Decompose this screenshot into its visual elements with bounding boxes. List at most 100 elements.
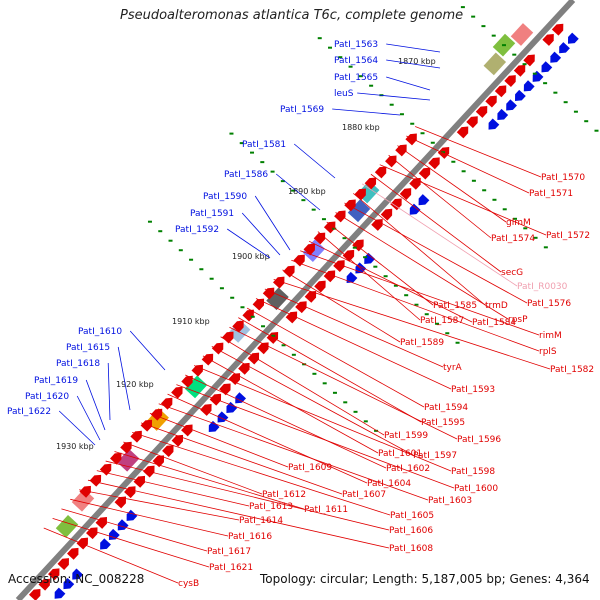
right-gene-label: PatI_1609 bbox=[288, 463, 332, 473]
right-leader-line bbox=[282, 269, 401, 343]
forward-gene-arrow bbox=[395, 144, 407, 157]
right-leader-line bbox=[415, 126, 542, 178]
forward-gene-arrow bbox=[390, 198, 402, 211]
genome-summary: Topology: circular; Length: 5,187,005 bp… bbox=[260, 572, 590, 586]
right-leader-line bbox=[123, 441, 263, 495]
reverse-gene-arrow bbox=[72, 568, 84, 580]
kbp-tick-dot bbox=[363, 420, 368, 423]
kbp-tick-dot bbox=[471, 179, 476, 182]
right-leader-line bbox=[87, 479, 390, 549]
right-gene-label: PatI_1599 bbox=[384, 431, 428, 441]
forward-gene-arrow-shape bbox=[390, 198, 402, 211]
forward-gene-arrow bbox=[67, 547, 79, 560]
right-gene-label: rimM bbox=[539, 331, 562, 341]
forward-gene-arrow-shape bbox=[342, 249, 355, 262]
kbp-tick-dot bbox=[404, 294, 409, 297]
reverse-gene-arrow bbox=[226, 401, 238, 413]
left-gene-label: PatI_1563 bbox=[334, 40, 378, 50]
kbp-tick-dot bbox=[502, 208, 507, 211]
forward-gene-arrow-shape bbox=[285, 311, 298, 324]
forward-gene-arrow-shape bbox=[228, 373, 241, 386]
right-leader-line bbox=[317, 231, 421, 321]
kbp-tick-dot bbox=[332, 391, 337, 394]
right-gene-label: cysB bbox=[178, 579, 199, 589]
forward-gene-arrow bbox=[150, 408, 163, 421]
forward-gene-arrow bbox=[219, 383, 231, 396]
reverse-gene-arrow bbox=[497, 108, 509, 121]
forward-gene-arrow-shape bbox=[79, 485, 91, 498]
kbp-tick-dot bbox=[471, 15, 476, 18]
kbp-tick-dot bbox=[321, 218, 326, 221]
reverse-gene-arrow bbox=[506, 99, 517, 111]
kbp-tick-dot bbox=[189, 258, 194, 261]
reverse-gene-arrow-shape bbox=[108, 528, 120, 540]
forward-gene-arrow bbox=[211, 342, 224, 355]
feature-box bbox=[184, 375, 208, 399]
kbp-tick-dot bbox=[383, 275, 388, 278]
right-gene-label: PatI_1602 bbox=[386, 464, 430, 474]
left-leader-line bbox=[293, 143, 336, 179]
reverse-gene-arrow-shape bbox=[515, 89, 526, 101]
forward-gene-arrow-shape bbox=[140, 419, 153, 432]
kbp-tick-dot bbox=[553, 91, 558, 94]
right-leader-line bbox=[79, 489, 240, 521]
right-gene-label: secG bbox=[501, 268, 523, 278]
forward-gene-arrow bbox=[428, 157, 440, 170]
forward-gene-arrow-shape bbox=[48, 568, 60, 581]
forward-gene-arrow bbox=[323, 221, 336, 234]
forward-gene-arrow bbox=[344, 199, 356, 212]
reverse-gene-arrow bbox=[488, 118, 500, 130]
forward-gene-arrow bbox=[209, 393, 222, 406]
kbp-tick-dot bbox=[374, 429, 379, 432]
right-gene-label: PatI_1614 bbox=[239, 516, 283, 526]
left-gene-label: PatI_1586 bbox=[224, 170, 268, 180]
right-gene-label: PatI_1582 bbox=[550, 365, 594, 375]
reverse-gene-arrow-shape bbox=[226, 401, 238, 413]
forward-gene-arrow bbox=[285, 311, 298, 324]
kbp-tick-dot bbox=[260, 161, 265, 164]
kbp-label: 1900 kbp bbox=[232, 252, 270, 261]
left-leader-line bbox=[76, 395, 101, 441]
kbp-tick-dot bbox=[348, 65, 353, 68]
kbp-tick-dot bbox=[311, 208, 316, 211]
reverse-gene-arrow bbox=[409, 203, 421, 215]
kbp-tick-dot bbox=[230, 296, 235, 299]
forward-gene-arrow-shape bbox=[28, 588, 41, 600]
kbp-tick-dot bbox=[584, 120, 589, 123]
kbp-tick-dot bbox=[533, 236, 538, 239]
forward-gene-arrow-shape bbox=[57, 558, 69, 571]
reverse-gene-arrow bbox=[567, 32, 579, 44]
right-gene-label: PatI_1608 bbox=[389, 544, 433, 554]
kbp-tick-dot bbox=[501, 44, 506, 47]
left-gene-label: leuS bbox=[334, 89, 354, 99]
left-leader-line bbox=[58, 410, 96, 446]
reverse-gene-arrow-shape bbox=[497, 108, 509, 121]
forward-gene-arrow-shape bbox=[162, 445, 174, 457]
right-gene-label: rplS bbox=[539, 347, 557, 357]
right-leader-line bbox=[220, 336, 385, 436]
forward-gene-arrow bbox=[262, 287, 275, 300]
right-leader-line bbox=[149, 412, 289, 468]
forward-gene-arrow-shape bbox=[130, 430, 142, 443]
reverse-gene-arrow-shape bbox=[550, 51, 562, 63]
right-gene-label: PatI_1595 bbox=[421, 418, 465, 428]
kbp-tick-dot bbox=[435, 322, 440, 325]
right-gene-label: PatI_1607 bbox=[342, 490, 386, 500]
left-leader-line bbox=[357, 92, 431, 101]
kbp-tick-dot bbox=[219, 287, 224, 290]
forward-gene-arrow-shape bbox=[120, 441, 132, 454]
forward-gene-arrow bbox=[354, 188, 366, 201]
kbp-tick-dot bbox=[328, 46, 333, 49]
reverse-gene-arrow bbox=[54, 587, 66, 599]
forward-gene-arrow-shape bbox=[456, 126, 469, 139]
forward-gene-arrow bbox=[513, 64, 526, 77]
forward-gene-arrow bbox=[152, 455, 165, 468]
kbp-tick-dot bbox=[482, 189, 487, 192]
kbp-tick-dot bbox=[250, 315, 255, 318]
forward-gene-arrow-shape bbox=[95, 517, 107, 529]
kbp-tick-dot bbox=[373, 265, 378, 268]
forward-gene-arrow bbox=[466, 116, 478, 129]
kbp-tick-dot bbox=[343, 401, 348, 404]
accession-label: Accession: NC_008228 bbox=[8, 572, 145, 586]
forward-gene-arrow bbox=[314, 280, 326, 293]
